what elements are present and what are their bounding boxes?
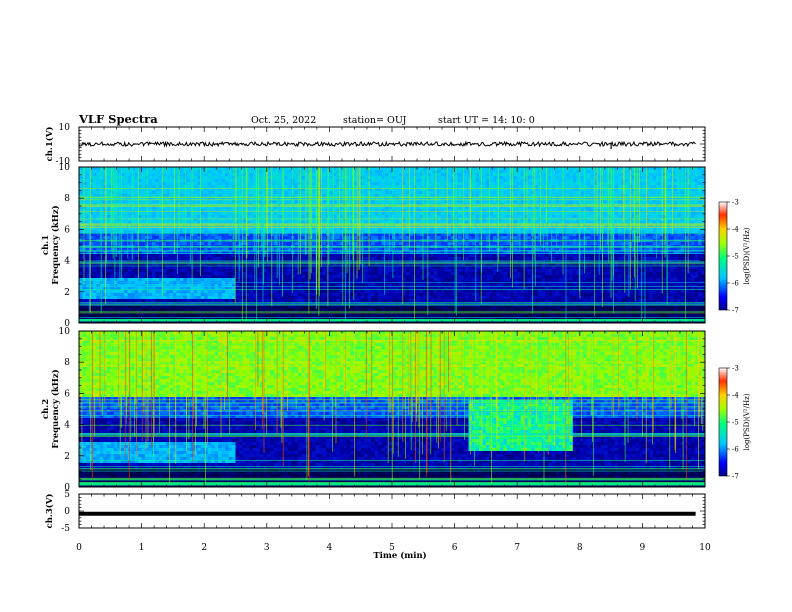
ch2-colorbar	[719, 368, 727, 476]
ch2-spec-ylabel-channel: ch.2	[41, 399, 51, 419]
y-tick-label: 8	[64, 358, 70, 368]
y-tick-label: 6	[64, 225, 70, 235]
ch1-spectrogram	[79, 167, 705, 323]
x-tick-label: 6	[452, 543, 458, 553]
colorbar-ticks: -3 -4 -5 -6 -7 -3 -4 -5 -6 -7	[727, 199, 739, 481]
x-tick-label: 0	[76, 543, 82, 553]
y-tick-label: 5	[64, 490, 70, 500]
y-tick-label: 4	[64, 257, 70, 267]
header-station: station= OUJ	[343, 115, 407, 126]
x-tick-label: 2	[201, 543, 207, 553]
colorbar-tick-label: -5	[732, 253, 739, 261]
y-tick-label: -5	[61, 524, 70, 534]
y-tick-label: 0	[64, 507, 70, 517]
colorbar-tick-label: -6	[732, 446, 739, 454]
x-tick-label: 3	[264, 543, 270, 553]
x-tick-label: 10	[699, 543, 711, 553]
y-tick-label: 6	[64, 389, 70, 399]
colorbar-tick-label: -3	[732, 365, 739, 373]
ch1-colorbar	[719, 202, 727, 310]
colorbar-tick-label: -7	[732, 473, 739, 481]
colorbar-tick-label: -6	[732, 280, 739, 288]
ch3-ylabel: ch.3(V)	[44, 494, 55, 529]
ch3-waveform-panel	[79, 494, 705, 528]
x-tick-label: 8	[577, 543, 583, 553]
y-tick-label: 2	[64, 452, 70, 462]
ch2-spectrogram	[79, 331, 705, 487]
colorbar-tick-label: -5	[732, 419, 739, 427]
colorbar-tick-label: -4	[732, 226, 739, 234]
colorbar-tick-label: -7	[732, 307, 739, 315]
y-tick-label: 10	[59, 163, 71, 173]
y-tick-label: 10	[59, 327, 71, 337]
y-tick-label: 2	[64, 288, 70, 298]
x-axis-label: Time (min)	[373, 550, 426, 561]
ch1-spec-ylabel-channel: ch.1	[41, 235, 51, 255]
header-date: Oct. 25, 2022	[251, 115, 316, 126]
y-tick-label: 10	[59, 123, 71, 133]
ch1-ylabel: ch.1(V)	[44, 127, 55, 162]
y-tick-label: 4	[64, 421, 70, 431]
y-tick-label: 8	[64, 194, 70, 204]
ch2-colorbar-label: log(PSD)(V²/Hz)	[743, 393, 751, 450]
x-tick-label: 9	[640, 543, 646, 553]
ch1-colorbar-label: log(PSD)(V²/Hz)	[743, 227, 751, 284]
figure-title: VLF Spectra	[78, 112, 158, 126]
x-tick-label: 7	[514, 543, 520, 553]
colorbar-tick-label: -4	[732, 392, 739, 400]
x-tick-label: 4	[327, 543, 333, 553]
colorbar-tick-label: -3	[732, 199, 739, 207]
x-tick-label: 1	[139, 543, 145, 553]
ch2-spec-ylabel-freq: Frequency (kHz)	[50, 369, 61, 448]
header-start-time: start UT = 14: 10: 0	[438, 115, 535, 126]
ch1-spec-ylabel-freq: Frequency (kHz)	[50, 205, 61, 284]
